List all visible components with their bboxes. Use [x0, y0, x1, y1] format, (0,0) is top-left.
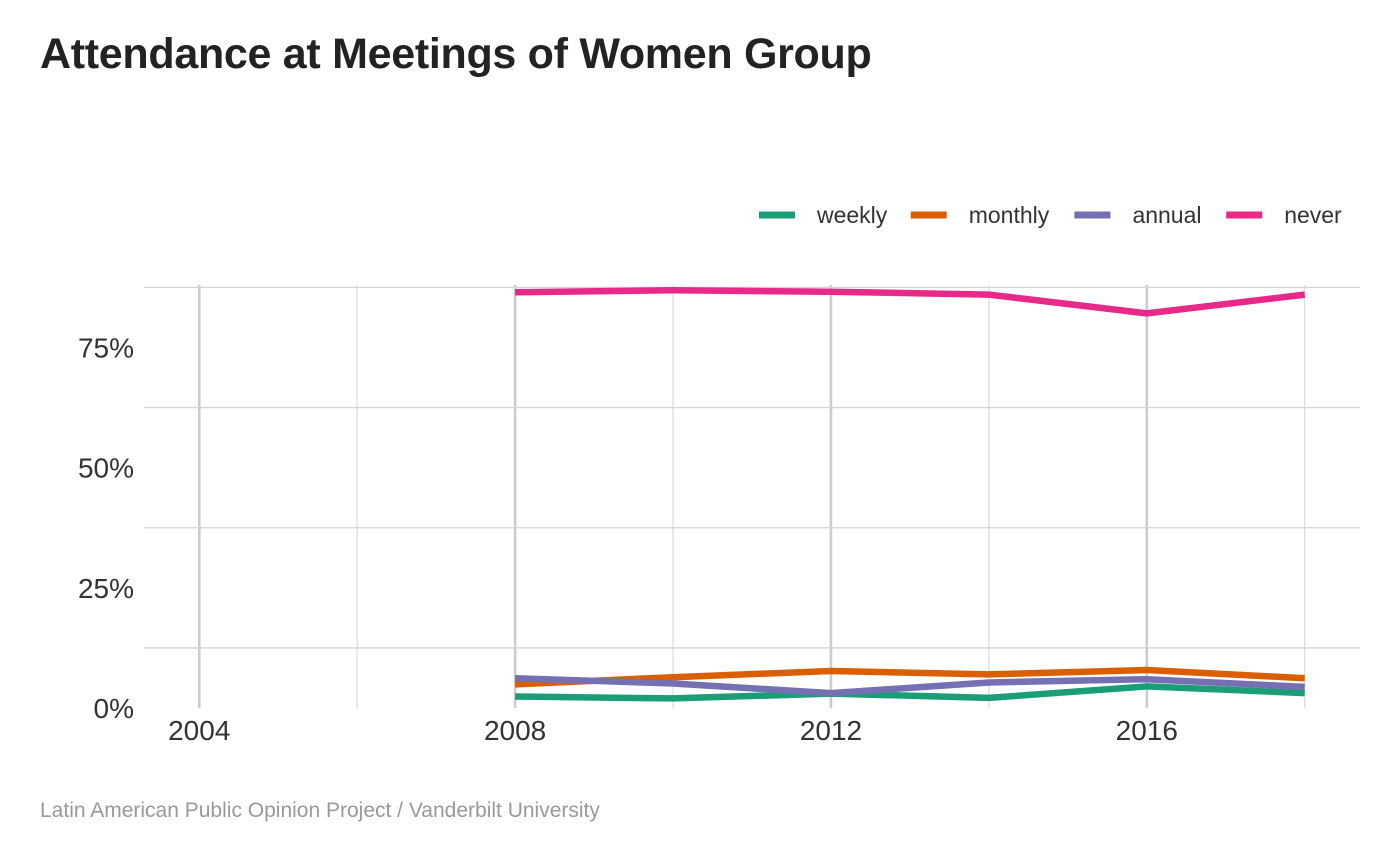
chart-title: Attendance at Meetings of Women Group: [40, 30, 872, 78]
y-tick-label: 75%: [78, 332, 134, 363]
y-axis-ticks: 0% 25% 50% 75%: [78, 332, 134, 724]
legend-label: monthly: [969, 202, 1050, 228]
source-caption: Latin American Public Opinion Project / …: [40, 799, 600, 822]
series-line-never: [515, 287, 1306, 317]
legend: weekly monthly annual never: [758, 202, 1342, 228]
legend-label: never: [1284, 202, 1342, 228]
y-tick-label: 0%: [94, 693, 134, 724]
legend-item-weekly: weekly: [758, 202, 888, 228]
y-tick-label: 25%: [78, 573, 134, 604]
grid-lines: [144, 285, 1360, 708]
x-tick-label: 2016: [1116, 715, 1178, 746]
legend-label: weekly: [816, 202, 888, 228]
x-tick-label: 2004: [168, 715, 230, 746]
series-line-annual: [514, 674, 1305, 697]
series-line-monthly: [514, 666, 1305, 688]
series-lines: [514, 287, 1306, 702]
line-chart: 2004 2008 2012 2016 0% 25% 50% 75% weekly month…: [78, 202, 1360, 746]
x-tick-label: 2008: [484, 715, 546, 746]
x-tick-label: 2012: [800, 715, 862, 746]
y-tick-label: 50%: [78, 453, 134, 484]
legend-item-annual: annual: [1074, 202, 1202, 228]
x-axis-ticks: 2004 2008 2012 2016: [168, 715, 1178, 746]
legend-item-monthly: monthly: [910, 202, 1050, 228]
legend-label: annual: [1132, 202, 1201, 228]
legend-item-never: never: [1226, 202, 1342, 228]
series-line-weekly: [515, 683, 1305, 702]
